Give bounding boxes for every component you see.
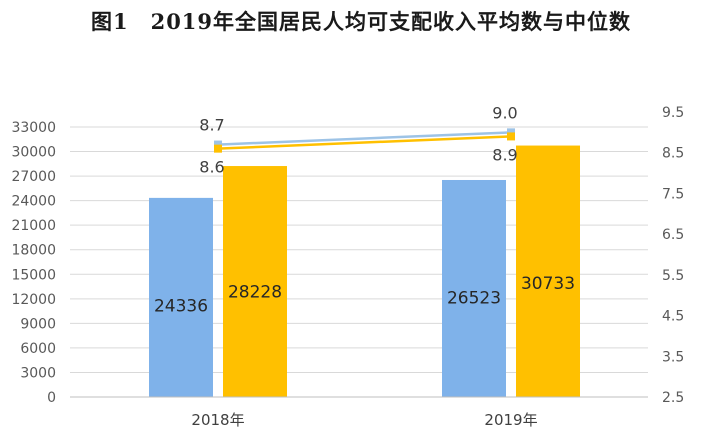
bar-value-label: 28228	[228, 283, 282, 303]
y-tick-label: 18000	[11, 243, 56, 259]
bar-value-label: 24336	[154, 296, 208, 316]
line-marker	[507, 128, 515, 137]
axis-layer: 3300030000270002400021000180001500012000…	[11, 105, 684, 429]
line-value-label: 8.7	[199, 116, 224, 135]
line-marker	[507, 132, 515, 141]
y-tick-label: 6000	[20, 341, 56, 357]
x-tick-label: 2018年	[191, 411, 244, 429]
line-marker	[214, 144, 222, 153]
line-marker	[214, 140, 222, 149]
y2-tick-label: 2.5	[662, 390, 684, 406]
series-line	[217, 135, 512, 150]
y-tick-label: 15000	[11, 267, 56, 283]
y2-tick-label: 7.5	[662, 186, 684, 202]
bar	[442, 179, 506, 397]
y-tick-label: 9000	[20, 316, 56, 332]
bar	[223, 166, 287, 397]
y2-tick-label: 6.5	[662, 227, 684, 243]
y-tick-label: 12000	[11, 292, 56, 308]
y-tick-label: 30000	[11, 145, 56, 161]
y-tick-label: 21000	[11, 218, 56, 234]
y-tick-label: 27000	[11, 169, 56, 185]
y2-tick-label: 5.5	[662, 268, 684, 284]
x-tick-label: 2019年	[484, 411, 537, 429]
y2-tick-label: 3.5	[662, 349, 684, 365]
y-tick-label: 24000	[11, 194, 56, 210]
y-tick-label: 0	[47, 390, 56, 406]
y2-tick-label: 8.5	[662, 146, 684, 162]
line-layer	[214, 128, 515, 153]
line-value-label: 9.0	[492, 103, 517, 122]
line-value-label: 8.6	[199, 158, 224, 177]
bar-value-label: 26523	[447, 289, 501, 309]
label-layer: 24336 26523 28228 30733 8.7 9.0 8.6 8.9	[154, 103, 575, 316]
bar	[149, 197, 213, 397]
bar	[516, 145, 580, 397]
y-tick-label: 3000	[20, 365, 56, 381]
y-tick-label: 33000	[11, 120, 56, 136]
y2-tick-label: 4.5	[662, 309, 684, 325]
line-value-label: 8.9	[492, 145, 517, 164]
bar-value-label: 30733	[521, 274, 575, 294]
chart-title: 图1 2019年全国居民人均可支配收入平均数与中位数	[90, 9, 632, 34]
bar-layer	[149, 145, 580, 397]
series-line	[217, 131, 512, 146]
y2-tick-label: 9.5	[662, 105, 684, 121]
